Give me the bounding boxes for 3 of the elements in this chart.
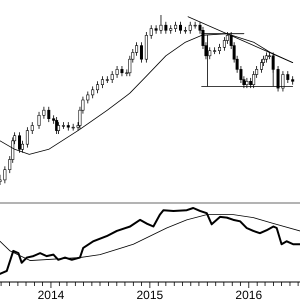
x-tick-label: 2014 xyxy=(38,288,65,300)
x-tick-label: 2016 xyxy=(235,288,262,300)
x-tick-label: 2015 xyxy=(136,288,164,300)
